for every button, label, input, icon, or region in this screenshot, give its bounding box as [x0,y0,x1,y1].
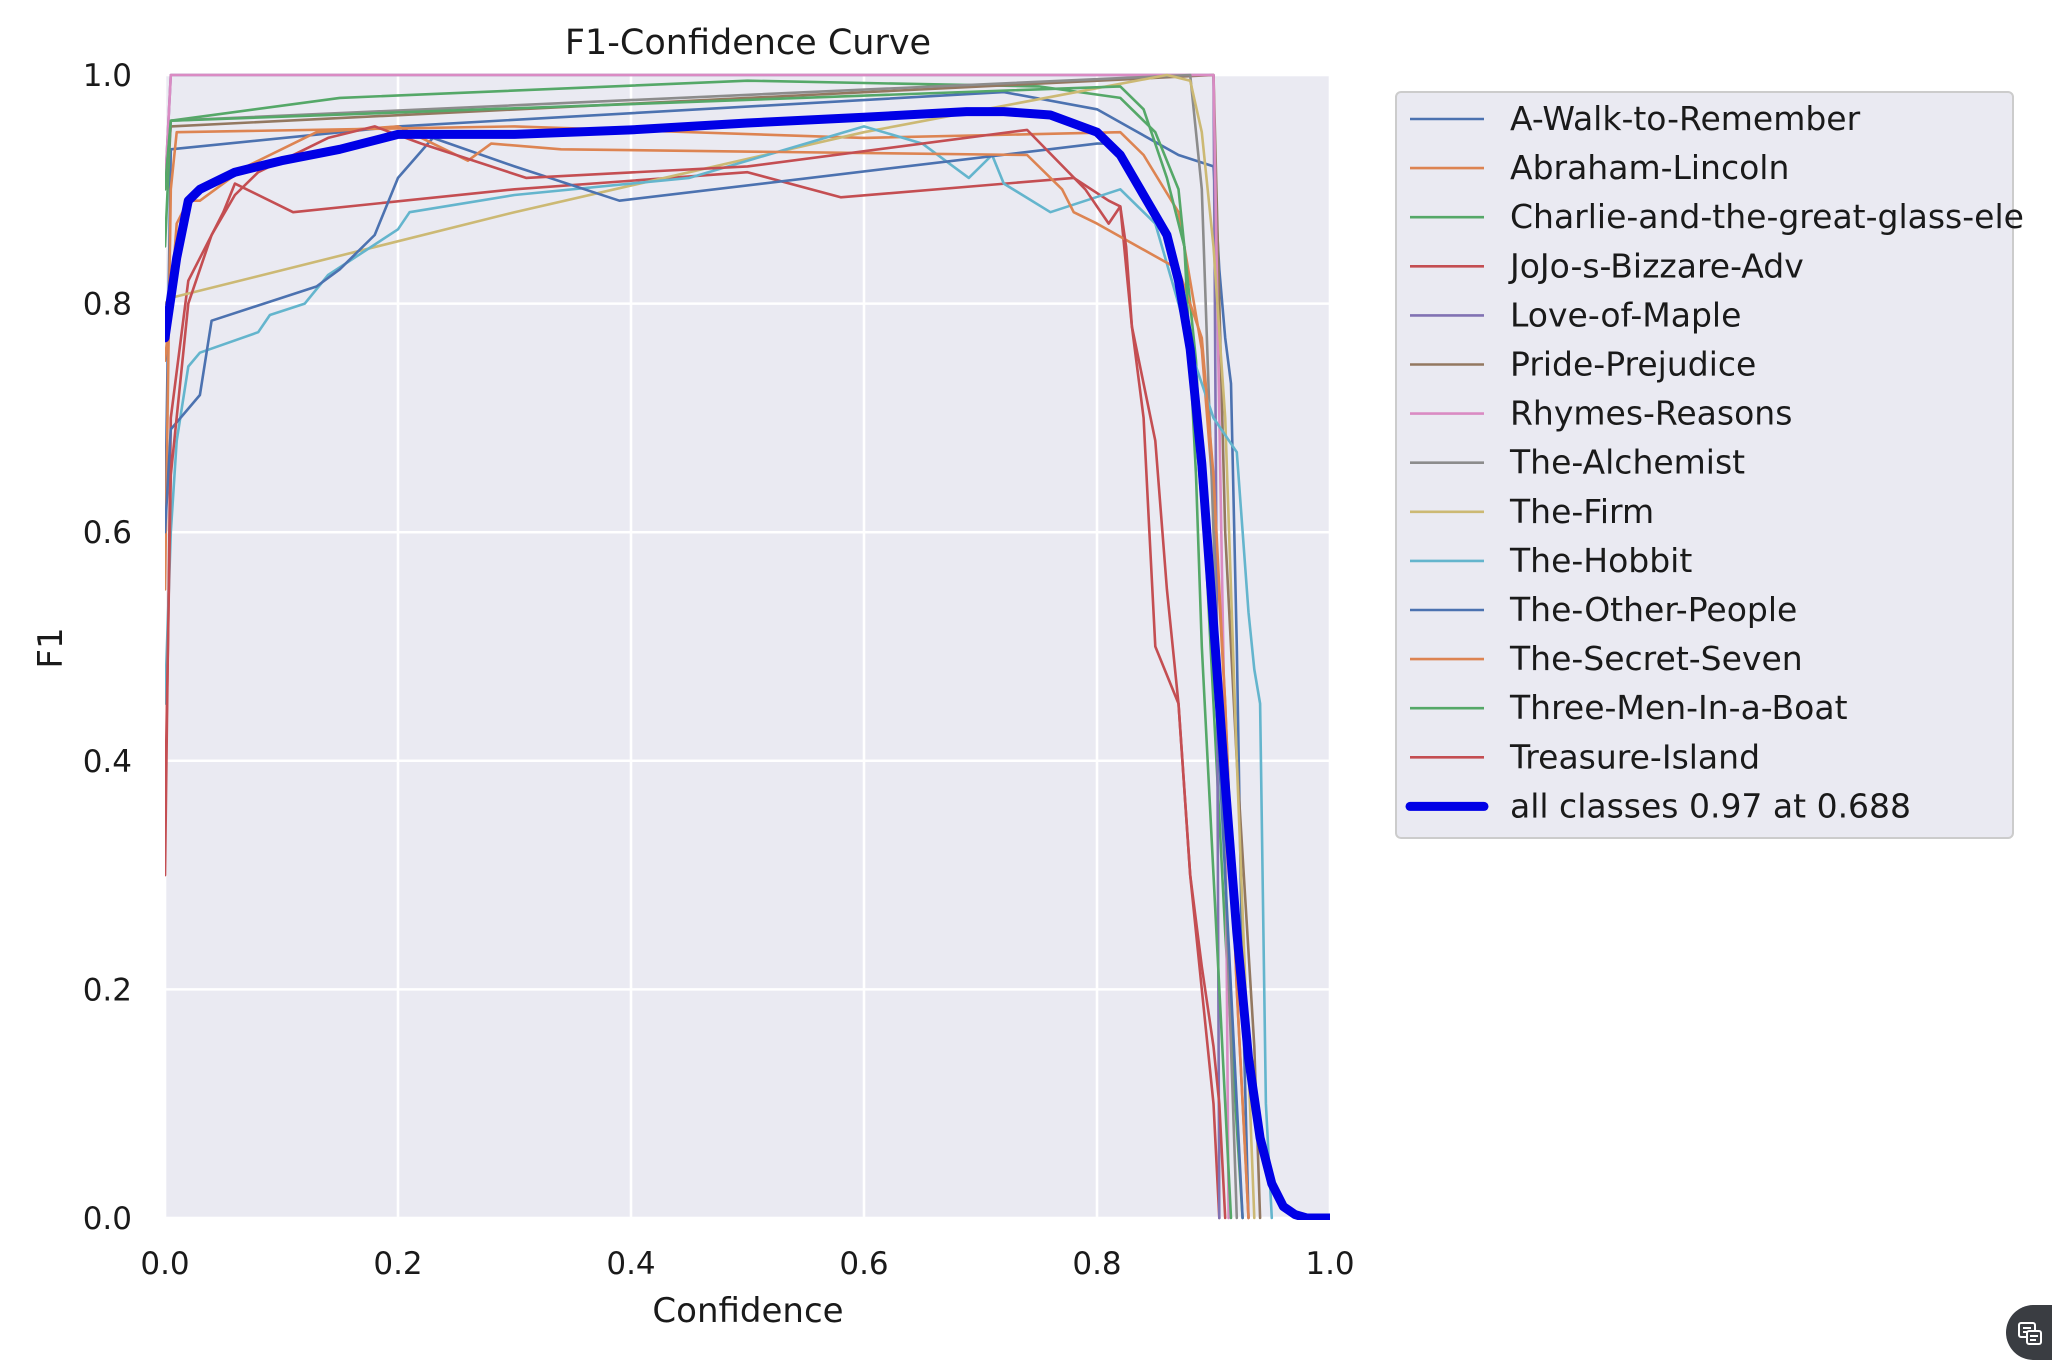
legend-label: JoJo-s-Bizzare-Adv [1508,246,1804,285]
legend-label: Treasure-Island [1509,737,1760,776]
legend-label: The-Firm [1509,492,1654,531]
legend-label: Three-Men-In-a-Boat [1509,688,1848,727]
x-tick-label: 1.0 [1305,1246,1354,1282]
x-tick-label: 0.0 [140,1246,189,1282]
y-axis-label: F1 [31,627,71,668]
series-line-12 [165,85,1233,1220]
x-tick-label: 0.6 [839,1246,888,1282]
legend-label: Rhymes-Reasons [1510,394,1792,433]
legend-label: Love-of-Maple [1510,295,1741,334]
legend: A-Walk-to-Remember Abraham-Lincoln Charlie… [1395,91,2024,839]
x-tick-label: 0.4 [606,1246,655,1282]
y-tick-label: 0.8 [83,287,132,323]
legend-label: A-Walk-to-Remember [1510,99,1861,138]
y-tick-label: 0.0 [83,1201,132,1237]
x-tick-label: 0.2 [373,1246,422,1282]
legend-label: Abraham-Lincoln [1510,148,1789,187]
series-line-13 [165,125,1227,1220]
x-tick-label: 0.8 [1072,1246,1121,1282]
legend-label: The-Alchemist [1509,443,1745,482]
chart-title: F1-Confidence Curve [565,23,931,63]
y-tick-label: 0.4 [83,744,132,780]
y-tick-label: 0.6 [83,515,132,551]
translate-icon [2018,1322,2042,1345]
x-axis-label: Confidence [652,1291,843,1331]
legend-label: all classes 0.97 at 0.688 [1510,786,1911,825]
legend-label: The-Secret-Seven [1509,639,1803,678]
grid-lines [163,73,1332,1220]
y-tick-label: 1.0 [83,58,132,94]
plot-area [165,75,1330,1218]
x-tick-labels: 0.0 0.2 0.4 0.6 0.8 1.0 [140,1246,1354,1282]
legend-label: Charlie-and-the-great-glass-ele [1510,197,2024,236]
y-tick-labels: 0.0 0.2 0.4 0.6 0.8 1.0 [83,58,132,1237]
series-line-8 [165,73,1256,1220]
translate-button[interactable] [2006,1305,2052,1360]
legend-label: Pride-Prejudice [1510,345,1756,384]
legend-box [1395,91,2014,839]
legend-label: The-Other-People [1509,590,1797,629]
series-line-14 [165,107,1330,1220]
legend-label: The-Hobbit [1509,541,1692,580]
y-tick-label: 0.2 [83,972,132,1008]
series-lines [165,73,1330,1220]
